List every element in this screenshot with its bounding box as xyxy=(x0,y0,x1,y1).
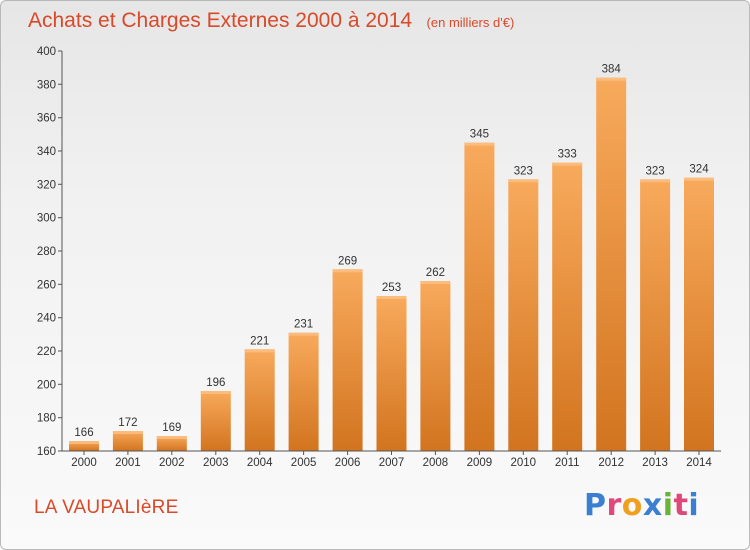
bar-highlight xyxy=(288,332,319,336)
bar-2003 xyxy=(200,391,231,451)
y-tick-label: 240 xyxy=(37,313,56,325)
proxiti-logo[interactable]: Proxiti xyxy=(584,488,699,523)
value-label: 324 xyxy=(689,164,709,176)
bar-highlight xyxy=(376,296,407,299)
y-tick-label: 220 xyxy=(37,346,56,358)
bar-2001 xyxy=(112,431,143,451)
bar-2010 xyxy=(508,179,539,452)
x-tick-label: 2003 xyxy=(203,457,229,469)
logo-letter: o xyxy=(621,488,643,523)
x-tick-label: 2013 xyxy=(642,457,668,469)
x-tick-label: 2009 xyxy=(467,457,493,469)
bar-highlight xyxy=(420,281,451,284)
value-label: 169 xyxy=(162,422,181,434)
bar-2000 xyxy=(69,441,99,451)
y-tick-label: 380 xyxy=(37,79,56,91)
x-tick-label: 2002 xyxy=(159,457,185,469)
bar-highlight xyxy=(112,431,143,434)
x-tick-label: 2007 xyxy=(379,457,405,469)
value-label: 333 xyxy=(558,149,577,161)
bar-2006 xyxy=(332,269,363,451)
x-tick-label: 2008 xyxy=(423,457,449,469)
bar-2014 xyxy=(684,177,714,451)
logo-letter: P xyxy=(584,488,607,523)
y-tick-label: 360 xyxy=(37,113,56,125)
place-name: LA VAUPALIèRE xyxy=(34,497,179,518)
bar-2013 xyxy=(640,179,671,452)
bar-2005 xyxy=(288,332,319,451)
logo-letter: r xyxy=(606,488,622,523)
bar-highlight xyxy=(156,436,187,439)
bar-highlight xyxy=(332,269,363,273)
y-tick-label: 280 xyxy=(37,246,56,258)
bar-2008 xyxy=(420,281,451,451)
bar-highlight xyxy=(552,162,583,166)
value-label: 384 xyxy=(602,64,622,76)
y-tick-label: 160 xyxy=(37,446,56,458)
y-tick-label: 260 xyxy=(37,279,56,291)
value-label: 231 xyxy=(294,319,313,331)
axes-layer: 2000 2001 2002 2003 2004 2005 2006 2007 2008 2009… xyxy=(37,46,721,469)
chart-subtitle: (en milliers d'€) xyxy=(426,15,515,30)
value-label: 269 xyxy=(338,255,357,267)
y-tick-label: 340 xyxy=(37,146,56,158)
bar-highlight xyxy=(69,441,99,444)
x-tick-label: 2011 xyxy=(555,457,580,469)
chart-title: Achats et Charges Externes 2000 à 2014 xyxy=(28,9,413,32)
value-label: 323 xyxy=(514,165,533,177)
y-tick-label: 400 xyxy=(37,46,56,58)
bar-2012 xyxy=(596,77,627,451)
value-label: 253 xyxy=(382,282,401,294)
bar-2004 xyxy=(244,349,275,451)
value-label: 196 xyxy=(206,377,225,389)
y-tick-label: 200 xyxy=(37,379,56,391)
bar-highlight xyxy=(464,142,495,146)
x-tick-label: 2000 xyxy=(71,457,97,469)
x-tick-label: 2012 xyxy=(598,457,624,469)
value-label: 221 xyxy=(250,335,269,347)
value-label: 345 xyxy=(470,129,489,141)
logo-letter: i xyxy=(688,488,700,523)
logo-letter: t xyxy=(673,488,689,523)
y-tick-label: 300 xyxy=(37,213,56,225)
bar-highlight xyxy=(684,177,714,181)
value-label: 262 xyxy=(426,267,445,279)
bar-highlight xyxy=(244,349,275,353)
value-label: 323 xyxy=(646,165,665,177)
x-tick-label: 2014 xyxy=(686,457,712,469)
value-label: 166 xyxy=(74,427,93,439)
y-tick-label: 180 xyxy=(37,413,56,425)
bar-highlight xyxy=(200,391,231,394)
bars-layer: 166 172 169 196 221 231 269 253 262 345 323 333 384 3… xyxy=(69,64,714,452)
bar-highlight xyxy=(508,179,539,183)
x-tick-label: 2006 xyxy=(335,457,361,469)
bar-highlight xyxy=(640,179,671,183)
logo-letter: i xyxy=(662,488,674,523)
x-tick-label: 2004 xyxy=(247,457,273,469)
logo-letter: x xyxy=(642,488,663,523)
x-tick-label: 2001 xyxy=(115,457,141,469)
title-line: Achats et Charges Externes 2000 à 2014 (… xyxy=(28,9,514,33)
value-label: 172 xyxy=(118,417,137,429)
y-tick-label: 320 xyxy=(37,179,56,191)
bar-2011 xyxy=(552,162,583,451)
bar-highlight xyxy=(596,77,627,81)
bar-2007 xyxy=(376,296,407,451)
bar-2002 xyxy=(156,436,187,451)
x-tick-label: 2010 xyxy=(511,457,537,469)
x-tick-label: 2005 xyxy=(291,457,317,469)
bar-2009 xyxy=(464,142,495,451)
